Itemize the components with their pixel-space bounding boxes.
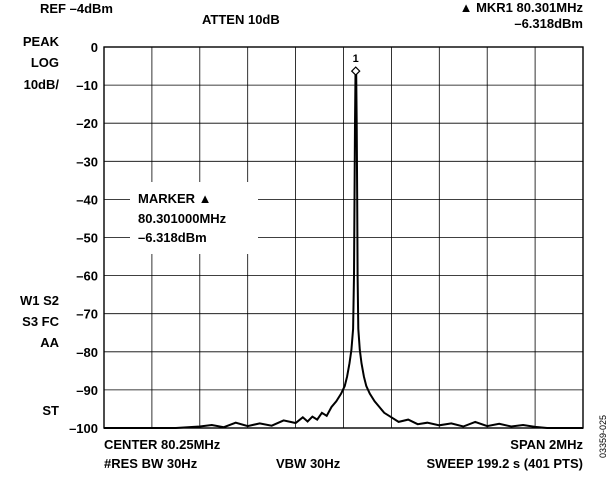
marker-number-label: 1 <box>353 53 359 65</box>
marker-amplitude-readout: –6.318dBm <box>514 16 583 31</box>
trace-s3fc-label: S3 FC <box>22 314 59 329</box>
ref-level-label: REF –4dBm <box>40 1 113 16</box>
resolution-bandwidth-label: #RES BW 30Hz <box>104 456 198 471</box>
center-frequency-label: CENTER 80.25MHz <box>104 437 221 452</box>
detector-peak-label: PEAK <box>22 34 59 49</box>
sweep-triggered-label: ST <box>42 403 59 418</box>
marker-box-frequency: 80.301000MHz <box>138 211 227 226</box>
y-tick-label: 0 <box>91 40 98 55</box>
y-tick-label: –40 <box>76 192 98 207</box>
marker-frequency-readout: ▲ MKR1 80.301MHz <box>459 0 583 15</box>
log-scale-label: LOG <box>30 55 59 70</box>
y-tick-label: –100 <box>69 421 98 436</box>
marker-box-line1: MARKER ▲ <box>138 191 212 206</box>
marker-box-background <box>130 182 258 254</box>
y-tick-label: –60 <box>76 269 98 284</box>
marker-box-amplitude: –6.318dBm <box>138 230 207 245</box>
span-label: SPAN 2MHz <box>510 437 583 452</box>
video-bandwidth-label: VBW 30Hz <box>276 456 341 471</box>
y-tick-label: –30 <box>76 154 98 169</box>
attenuation-label: ATTEN 10dB <box>202 12 280 27</box>
y-tick-label: –10 <box>76 78 98 93</box>
marker-diamond <box>350 66 361 76</box>
marker-layer: 1 <box>350 53 361 76</box>
trace-w1s2-label: W1 S2 <box>19 293 59 308</box>
y-tick-label: –80 <box>76 345 98 360</box>
trace-aa-label: AA <box>40 335 59 350</box>
marker-box-layer <box>130 182 258 254</box>
y-tick-label: –70 <box>76 307 98 322</box>
y-tick-label: –50 <box>76 231 98 246</box>
y-tick-label: –20 <box>76 116 98 131</box>
y-tick-label: –90 <box>76 383 98 398</box>
y-axis: 0 –10 –20 –30 –40 –50 –60 –70 –80 –90 –100 <box>69 40 98 436</box>
sweep-time-label: SWEEP 199.2 s (401 PTS) <box>426 456 583 471</box>
scale-per-division-label: 10dB/ <box>23 77 59 92</box>
